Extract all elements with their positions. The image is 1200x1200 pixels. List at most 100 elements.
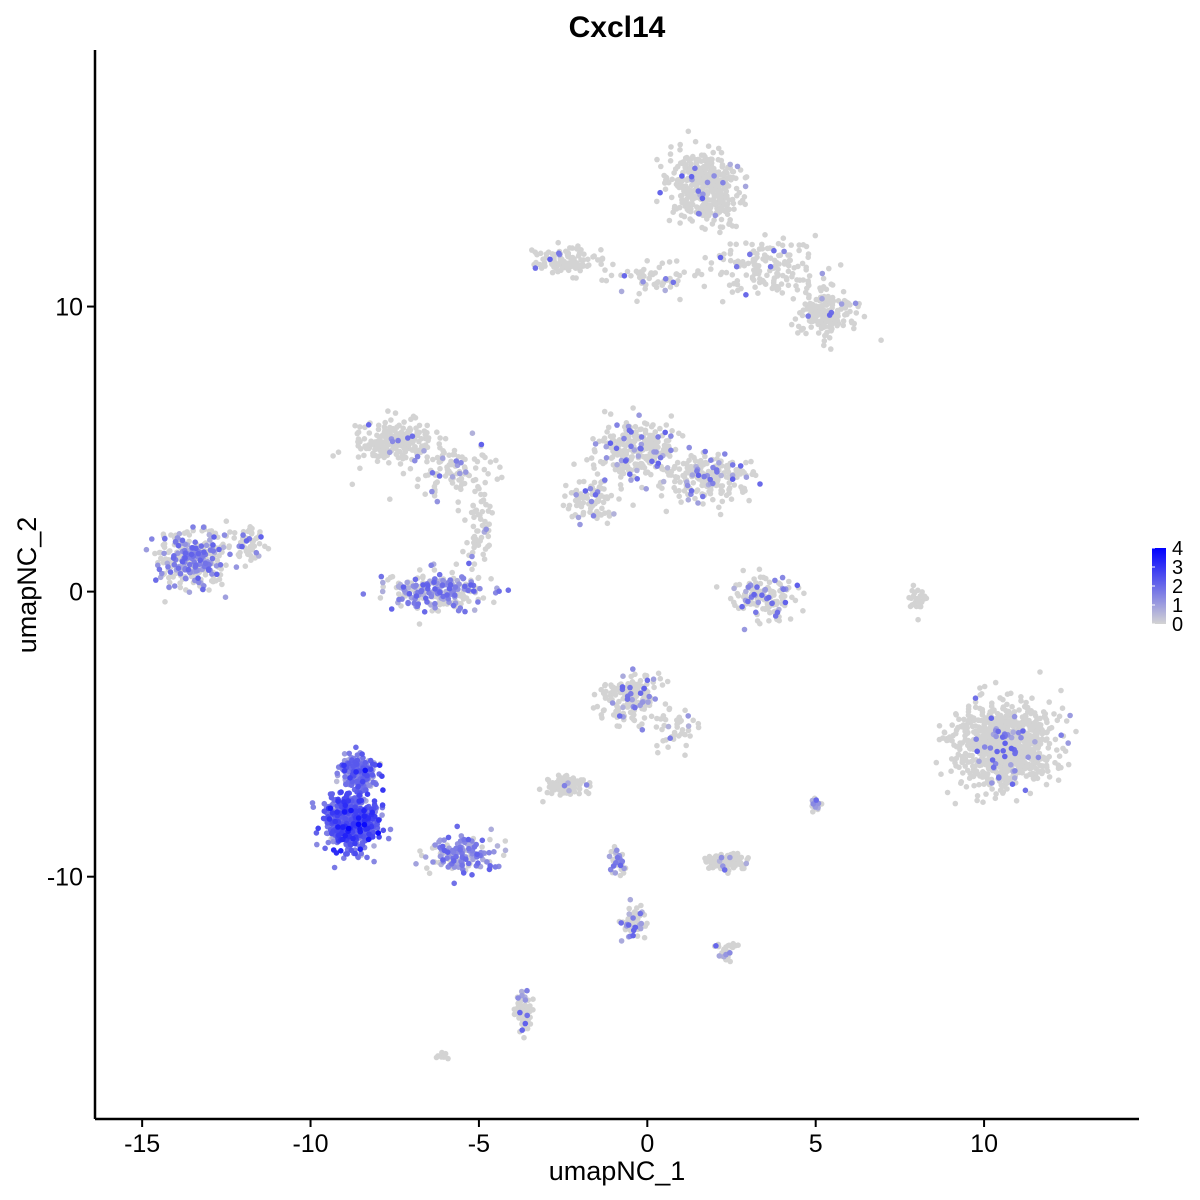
cell-point	[594, 498, 600, 504]
cell-point	[431, 567, 438, 573]
cell-point	[578, 257, 584, 263]
cell-point	[639, 484, 645, 491]
cell-point	[685, 723, 692, 729]
cell-point	[198, 543, 205, 549]
cell-point	[729, 272, 736, 278]
cell-point	[1013, 798, 1020, 804]
cell-point	[695, 268, 701, 274]
cell-point	[837, 262, 844, 268]
cell-point	[796, 247, 802, 254]
cell-point	[1030, 747, 1036, 753]
cell-point	[728, 496, 735, 503]
cell-point	[432, 600, 438, 607]
cell-point	[629, 696, 635, 703]
cell-point	[170, 555, 177, 561]
cell-point	[808, 324, 814, 330]
cell-point	[426, 870, 433, 877]
cell-point	[395, 437, 401, 444]
cell-point	[999, 734, 1006, 740]
cell-point	[786, 578, 792, 585]
cell-point	[712, 200, 718, 207]
cell-point	[486, 849, 492, 856]
cell-point	[1037, 715, 1043, 722]
cell-point	[1063, 718, 1070, 724]
cell-point	[796, 242, 802, 248]
cell-point	[642, 430, 649, 436]
cell-point	[726, 486, 732, 493]
cell-point	[727, 161, 733, 168]
cell-point	[780, 592, 786, 598]
cell-point	[160, 531, 167, 537]
cell-point	[819, 295, 825, 302]
cell-point	[766, 579, 773, 586]
cell-point	[493, 457, 499, 464]
cell-point	[690, 188, 696, 194]
cell-point	[731, 585, 737, 592]
cell-point	[742, 174, 749, 181]
cell-point	[627, 466, 633, 473]
cell-point	[636, 290, 642, 297]
cell-point	[655, 670, 662, 677]
cell-point	[662, 180, 668, 186]
cell-point	[202, 560, 209, 566]
cell-point	[657, 675, 664, 682]
cell-point	[628, 429, 634, 435]
cell-point	[788, 321, 795, 328]
cell-point	[638, 920, 645, 927]
cell-point	[745, 598, 751, 605]
cell-point	[598, 492, 604, 499]
cell-point	[227, 551, 233, 558]
cell-point	[585, 256, 591, 263]
cell-point	[417, 848, 423, 854]
cell-point	[752, 262, 759, 268]
cell-point	[446, 452, 452, 459]
cell-point	[253, 549, 260, 556]
cell-point	[242, 563, 249, 569]
cell-point	[953, 730, 959, 737]
cell-point	[421, 609, 428, 615]
cell-point	[165, 564, 171, 570]
cell-point	[584, 263, 590, 270]
cell-point	[432, 480, 439, 487]
cell-point	[729, 289, 736, 295]
cell-point	[719, 498, 726, 505]
cell-point	[430, 859, 436, 865]
cell-point	[624, 704, 631, 710]
cell-point	[555, 268, 561, 275]
cell-point	[725, 183, 732, 189]
cell-point	[682, 155, 689, 161]
cell-point	[700, 191, 706, 197]
cell-point	[590, 436, 596, 442]
cell-point	[1059, 705, 1066, 711]
cell-point	[352, 422, 358, 429]
cell-point	[358, 446, 364, 452]
cell-point	[709, 180, 716, 187]
cell-point	[551, 787, 557, 793]
cell-point	[469, 430, 476, 437]
cell-point	[712, 212, 719, 219]
cell-point	[412, 457, 418, 464]
cell-point	[933, 759, 940, 766]
cell-point	[598, 686, 604, 693]
cell-point	[177, 571, 184, 577]
cell-point	[491, 849, 497, 855]
cell-point	[626, 911, 632, 917]
cell-point	[591, 691, 598, 698]
cell-point	[1045, 768, 1051, 774]
cell-point	[763, 605, 770, 611]
cell-point	[187, 561, 193, 568]
cell-point	[576, 790, 582, 797]
cell-point	[602, 477, 608, 483]
cell-point	[716, 460, 722, 466]
cell-point	[353, 744, 359, 751]
cell-point	[711, 173, 717, 179]
cell-point	[676, 204, 683, 211]
cell-point	[977, 685, 983, 691]
cell-point	[970, 757, 977, 763]
cell-point	[641, 934, 648, 941]
cell-point	[1035, 754, 1042, 761]
cell-point	[482, 454, 488, 461]
cell-point	[466, 845, 472, 852]
cell-point	[767, 255, 774, 261]
cell-point	[810, 801, 817, 807]
